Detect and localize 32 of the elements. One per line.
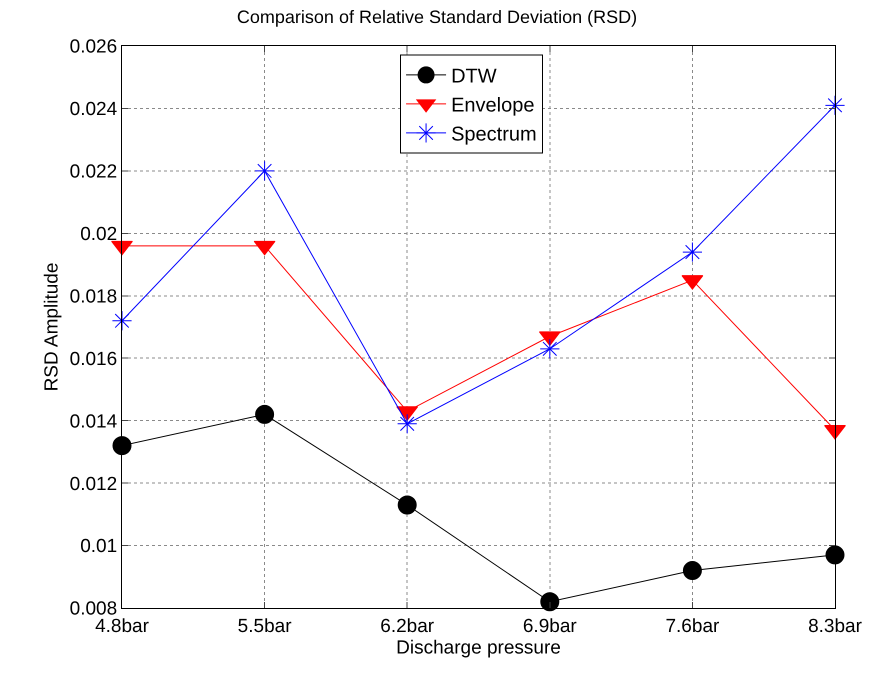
point — [112, 310, 132, 331]
legend-label: DTW — [451, 66, 497, 88]
y-tick-label: 0.018 — [70, 286, 118, 308]
point — [826, 545, 844, 564]
y-tick-label: 0.024 — [70, 99, 118, 120]
y-tick-label: 0.012 — [70, 474, 118, 495]
point — [540, 592, 560, 612]
y-tick-label: 0.016 — [70, 348, 118, 370]
legend-label: Envelope — [451, 94, 534, 117]
y-tick-label: 0.02 — [80, 224, 118, 245]
legend-label: Spectrum — [451, 124, 537, 146]
chart-title: Comparison of Relative Standard Deviation (RSD) — [236, 6, 638, 27]
y-axis-title: RSD Amplitude — [42, 262, 63, 392]
y-tick-label: 0.022 — [70, 162, 118, 183]
point — [255, 404, 274, 424]
point — [398, 495, 417, 514]
point — [682, 242, 702, 262]
x-tick-label: 8.3bar — [808, 616, 863, 637]
x-tick-label: 6.2bar — [380, 616, 435, 637]
x-tick-label: 5.5bar — [238, 616, 292, 637]
point — [540, 338, 560, 359]
y-tick-label: 0.026 — [70, 36, 118, 58]
y-tick-label: 0.01 — [80, 536, 118, 558]
y-tick-label: 0.014 — [70, 411, 118, 432]
point — [397, 414, 418, 434]
x-axis-title: Discharge pressure — [396, 638, 561, 659]
x-tick-label: 7.6bar — [665, 616, 720, 637]
point — [682, 561, 702, 580]
point — [824, 95, 846, 116]
x-tick-label: 6.9bar — [522, 616, 578, 637]
point — [254, 160, 275, 181]
point — [112, 436, 132, 456]
